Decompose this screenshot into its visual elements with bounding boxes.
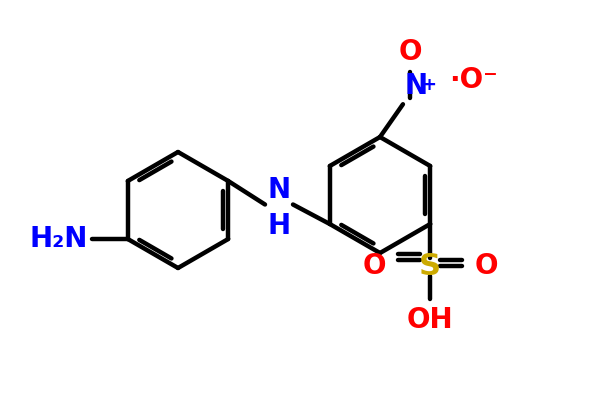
Text: S: S — [419, 251, 442, 281]
Text: N: N — [267, 176, 290, 203]
Text: +: + — [421, 76, 436, 94]
Text: O: O — [398, 38, 421, 66]
Text: O: O — [363, 252, 386, 280]
Text: OH: OH — [407, 306, 454, 334]
Text: ·O⁻: ·O⁻ — [449, 66, 498, 94]
Text: O: O — [474, 252, 498, 280]
Text: H: H — [267, 212, 290, 239]
Text: H₂N: H₂N — [29, 225, 88, 253]
Text: N: N — [405, 72, 428, 100]
